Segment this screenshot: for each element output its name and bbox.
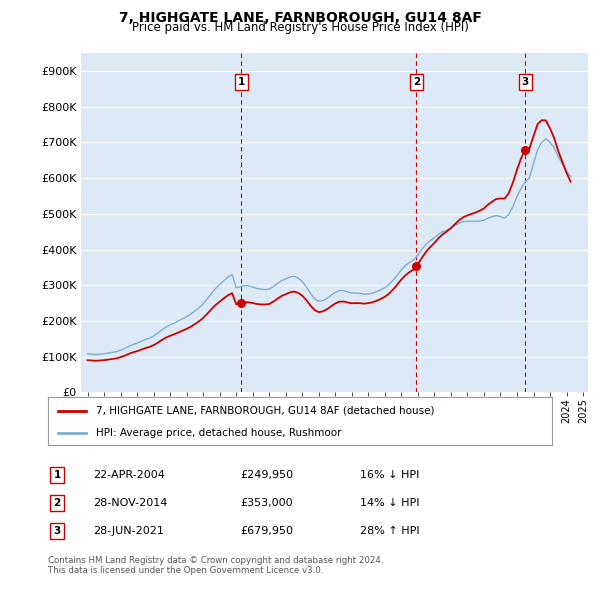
Text: 28% ↑ HPI: 28% ↑ HPI: [360, 526, 419, 536]
Text: 14% ↓ HPI: 14% ↓ HPI: [360, 498, 419, 507]
Text: HPI: Average price, detached house, Rushmoor: HPI: Average price, detached house, Rush…: [96, 428, 341, 438]
Text: Price paid vs. HM Land Registry's House Price Index (HPI): Price paid vs. HM Land Registry's House …: [131, 21, 469, 34]
Text: 7, HIGHGATE LANE, FARNBOROUGH, GU14 8AF (detached house): 7, HIGHGATE LANE, FARNBOROUGH, GU14 8AF …: [96, 405, 434, 415]
Text: 28-JUN-2021: 28-JUN-2021: [93, 526, 164, 536]
Text: 1: 1: [238, 77, 245, 87]
Text: 22-APR-2004: 22-APR-2004: [93, 470, 165, 480]
Text: £679,950: £679,950: [240, 526, 293, 536]
Text: This data is licensed under the Open Government Licence v3.0.: This data is licensed under the Open Gov…: [48, 566, 323, 575]
Text: 1: 1: [53, 470, 61, 480]
Text: 28-NOV-2014: 28-NOV-2014: [93, 498, 167, 507]
Text: £353,000: £353,000: [240, 498, 293, 507]
Text: Contains HM Land Registry data © Crown copyright and database right 2024.: Contains HM Land Registry data © Crown c…: [48, 556, 383, 565]
Text: 2: 2: [413, 77, 420, 87]
Text: 16% ↓ HPI: 16% ↓ HPI: [360, 470, 419, 480]
Text: £249,950: £249,950: [240, 470, 293, 480]
Text: 3: 3: [53, 526, 61, 536]
Text: 2: 2: [53, 498, 61, 507]
Text: 7, HIGHGATE LANE, FARNBOROUGH, GU14 8AF: 7, HIGHGATE LANE, FARNBOROUGH, GU14 8AF: [119, 11, 481, 25]
Text: 3: 3: [521, 77, 529, 87]
